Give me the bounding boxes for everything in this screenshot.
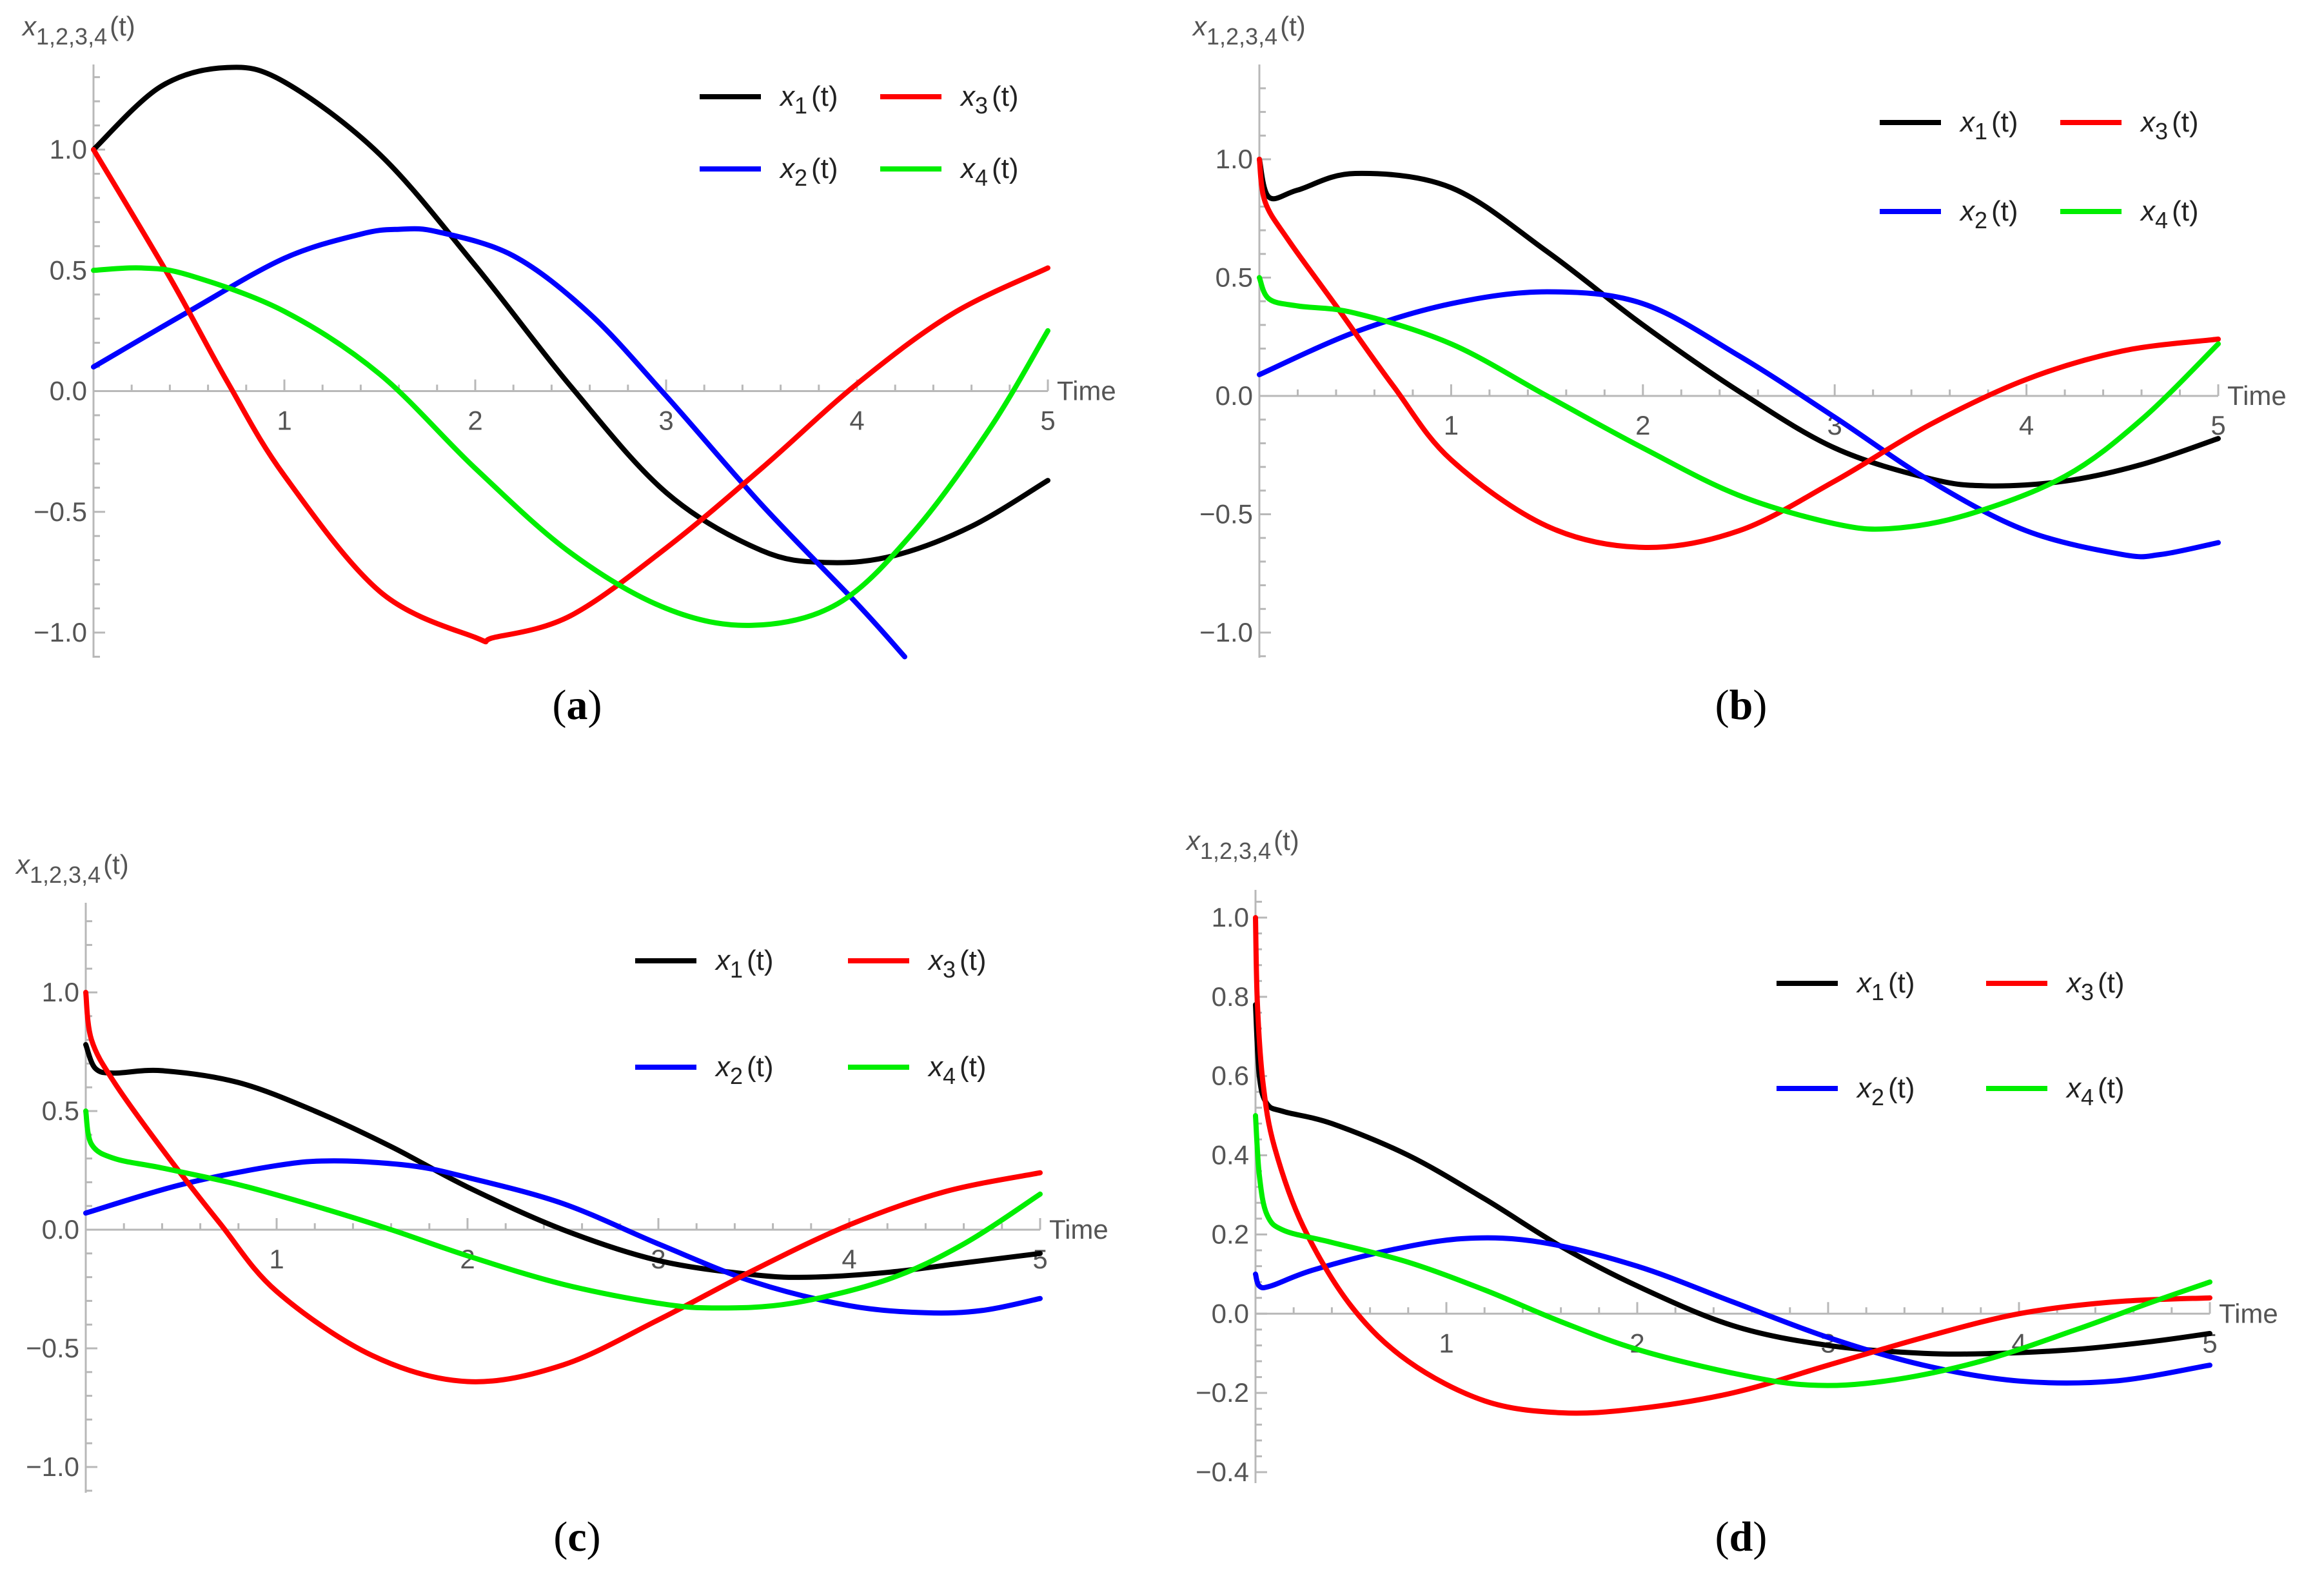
x-tick-label: 1 [1439,1328,1453,1358]
panel-label: (b) [1715,682,1768,729]
x-tick-label: 1 [269,1244,284,1274]
panel-label: (a) [553,682,602,729]
y-tick-label: 1.0 [42,977,79,1007]
y-tick-label: 0.8 [1212,981,1249,1012]
legend-entry: x3 (t) [2065,967,2125,1005]
y-tick-label: −1.0 [34,617,87,647]
y-tick-label: 0.5 [42,1096,79,1126]
y-axis-title: x1,2,3,4(t) [21,11,135,50]
y-tick-label: −1.0 [26,1452,79,1482]
x-tick-label: 5 [1032,1244,1047,1274]
legend: x1 (t) x3 (t) x2 (t) x4 (t) [1880,106,2199,233]
y-tick-label: −0.5 [26,1333,79,1363]
x-axis-title: Time [2227,380,2287,411]
panel-c: −1.0−0.50.00.51.01 2 3 4 5Timex1,2,3,4(t)x1(… [15,849,1108,1560]
y-tick-label: 0.0 [42,1214,79,1245]
legend-entry: x2 (t) [1856,1072,1915,1110]
series-x1t [83,1042,1043,1280]
legend-entry: x3 (t) [927,945,987,983]
series-x3t [1253,915,2212,1416]
y-tick-label: −0.4 [1196,1457,1249,1487]
x-tick-label: 2 [1635,410,1650,440]
y-tick-label: 0.4 [1212,1140,1249,1170]
y-tick-label: 0.5 [1216,262,1253,293]
y-tick-label: 0.2 [1212,1219,1249,1249]
y-tick-label: −0.5 [1199,499,1253,529]
series-x4t [1253,1113,2212,1388]
x-tick-label: 5 [2211,410,2225,440]
series-x1t [1257,157,2221,489]
series-x1t [1253,1002,2212,1357]
y-axis-title: x1,2,3,4(t) [1185,825,1299,864]
series-x4t [91,265,1050,628]
panel-label: (c) [553,1513,600,1560]
x-axis-title: Time [1057,376,1116,406]
x-tick-label: 1 [277,406,291,436]
y-tick-label: 0.0 [1212,1298,1249,1328]
panel-b: −1.0−0.50.00.51.01 2 3 4 5Timex1,2,3,4(t)x1(… [1192,11,2287,729]
legend: x1 (t) x3 (t) x2 (t) x4 (t) [1777,967,2125,1110]
legend-entry: x1 (t) [1959,106,2018,144]
y-tick-label: 1.0 [1216,144,1253,174]
y-axis-title: x1,2,3,4(t) [15,849,129,888]
legend-entry: x1 (t) [714,945,774,983]
panel-d: −0.4−0.20.00.20.40.60.81.01 2 3 4 5Timex1,2,… [1185,825,2278,1560]
legend-entry: x1 (t) [1856,967,1915,1005]
y-tick-label: −1.0 [1199,617,1253,647]
series-x3t [1257,157,2221,550]
x-tick-label: 4 [842,1244,856,1274]
x-tick-label: 3 [658,406,673,436]
legend-entry: x2 (t) [714,1051,774,1089]
x-axis-title: Time [1049,1214,1108,1245]
legend-entry: x4 (t) [960,153,1019,191]
series-x2t [91,226,907,660]
x-tick-label: 4 [849,406,864,436]
y-tick-label: −0.5 [34,497,87,527]
x-tick-label: 1 [1444,410,1459,440]
x-tick-label: 5 [1040,406,1055,436]
legend-entry: x2 (t) [1959,195,2018,233]
y-tick-label: 1.0 [1212,902,1249,932]
x-tick-label: 2 [468,406,482,436]
series-x2t [83,1158,1043,1316]
x-tick-label: 2 [460,1244,475,1274]
y-axis-title: x1,2,3,4(t) [1192,11,1306,50]
series-x2t [1257,289,2221,560]
series-x2t [1253,1235,2212,1386]
legend-entry: x2 (t) [779,153,838,191]
y-tick-label: 0.0 [50,376,87,406]
panel-label: (d) [1715,1513,1768,1560]
y-tick-label: 0.5 [50,255,87,285]
x-axis-title: Time [2219,1298,2278,1328]
legend: x1 (t) x3 (t) x2 (t) x4 (t) [700,81,1019,191]
legend: x1 (t) x3 (t) x2 (t) x4 (t) [635,945,987,1089]
legend-entry: x3 (t) [2140,106,2199,144]
series-x4t [83,1108,1043,1311]
legend-entry: x1 (t) [779,81,838,119]
series-x3t [91,147,1050,645]
y-tick-label: 1.0 [50,134,87,164]
legend-entry: x4 (t) [927,1051,987,1089]
legend-entry: x3 (t) [960,81,1019,119]
y-tick-label: 0.0 [1216,380,1253,411]
x-tick-label: 4 [2019,410,2034,440]
legend-entry: x4 (t) [2140,195,2199,233]
y-tick-label: 0.6 [1212,1061,1249,1091]
x-tick-label: 2 [1630,1328,1644,1358]
y-tick-label: −0.2 [1196,1377,1249,1408]
series-x3t [83,990,1043,1384]
series-x4t [1257,275,2221,532]
legend-entry: x4 (t) [2065,1072,2125,1110]
series-x1t [91,64,1050,566]
